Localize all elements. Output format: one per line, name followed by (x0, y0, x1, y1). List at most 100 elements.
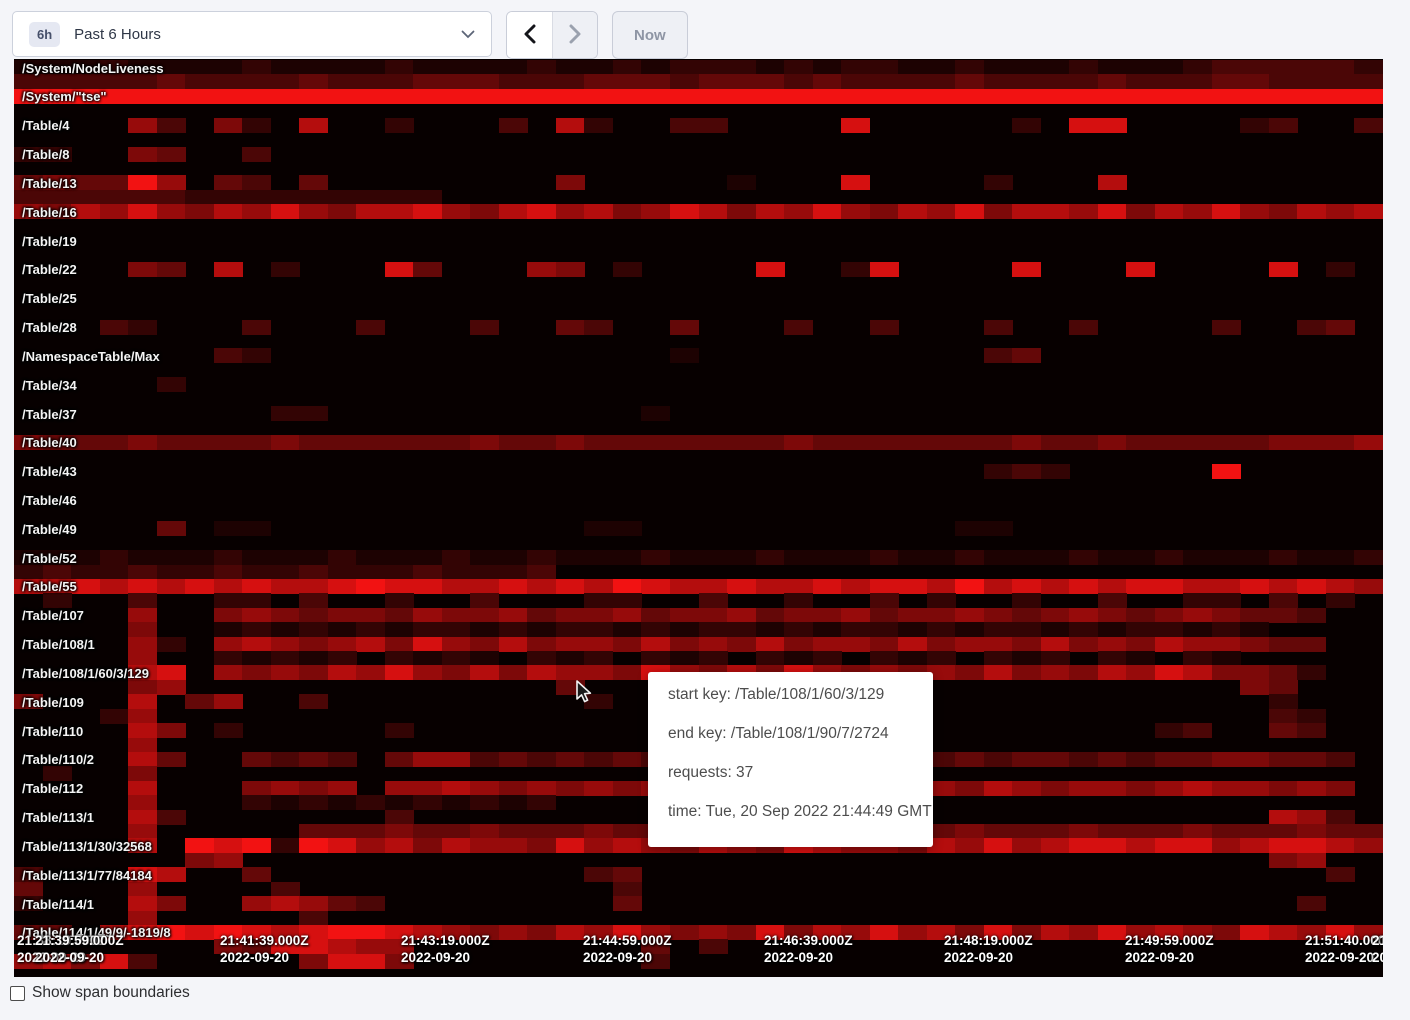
heatmap-cell[interactable] (1126, 665, 1156, 681)
heatmap-cell[interactable] (128, 550, 158, 566)
heatmap-cell[interactable] (527, 751, 557, 767)
heatmap-cell[interactable] (128, 175, 158, 191)
heatmap-cell[interactable] (584, 867, 614, 883)
heatmap-cell[interactable] (299, 88, 329, 104)
heatmap-cell[interactable] (1211, 636, 1241, 652)
heatmap-cell[interactable] (584, 607, 614, 623)
heatmap-cell[interactable] (1183, 60, 1213, 75)
heatmap-cell[interactable] (1040, 463, 1070, 479)
heatmap-cell[interactable] (1268, 679, 1298, 695)
heatmap-cell[interactable] (470, 795, 500, 811)
heatmap-cell[interactable] (1069, 204, 1099, 220)
heatmap-cell[interactable] (784, 651, 813, 666)
heatmap-cell[interactable] (384, 939, 414, 955)
heatmap-cell[interactable] (242, 175, 272, 191)
heatmap-cell[interactable] (841, 550, 871, 566)
heatmap-cell[interactable] (784, 74, 813, 90)
heatmap-cell[interactable] (584, 593, 614, 609)
heatmap-cell[interactable] (755, 261, 785, 277)
heatmap-cell[interactable] (1097, 88, 1127, 104)
heatmap-cell[interactable] (213, 60, 243, 75)
heatmap-cell[interactable] (1297, 838, 1327, 854)
heatmap-cell[interactable] (1126, 204, 1156, 220)
heatmap-cell[interactable] (755, 622, 785, 638)
heatmap-cell[interactable] (1097, 434, 1127, 450)
heatmap-cell[interactable] (612, 88, 642, 104)
heatmap-cell[interactable] (1325, 578, 1355, 594)
heatmap-cell[interactable] (641, 607, 671, 623)
heatmap-cell[interactable] (270, 896, 300, 912)
heatmap-cell[interactable] (1012, 578, 1042, 594)
heatmap-cell[interactable] (1069, 622, 1099, 638)
heatmap-cell[interactable] (1211, 751, 1241, 767)
heatmap-cell[interactable] (527, 636, 557, 652)
heatmap-cell[interactable] (156, 117, 186, 133)
heatmap-cell[interactable] (156, 578, 186, 594)
heatmap-cell[interactable] (470, 319, 500, 335)
heatmap-cell[interactable] (1325, 550, 1355, 566)
heatmap-cell[interactable] (1240, 607, 1270, 623)
heatmap-cell[interactable] (641, 60, 671, 75)
heatmap-cell[interactable] (1126, 88, 1156, 104)
heatmap-cell[interactable] (584, 636, 614, 652)
heatmap-cell[interactable] (1211, 824, 1241, 839)
heatmap-cell[interactable] (698, 607, 728, 623)
heatmap-cell[interactable] (356, 896, 386, 912)
heatmap-cell[interactable] (1126, 636, 1156, 652)
heatmap-cell[interactable] (1183, 578, 1213, 594)
heatmap-cell[interactable] (1297, 665, 1327, 681)
heatmap-cell[interactable] (983, 319, 1013, 335)
heatmap-cell[interactable] (584, 824, 614, 839)
heatmap-cell[interactable] (185, 838, 215, 854)
heatmap-cell[interactable] (441, 665, 471, 681)
heatmap-cell[interactable] (356, 824, 386, 839)
heatmap-cell[interactable] (1154, 204, 1184, 220)
heatmap-cell[interactable] (1268, 204, 1298, 220)
heatmap-cell[interactable] (384, 665, 414, 681)
heatmap-cell[interactable] (156, 924, 186, 940)
heatmap-cell[interactable] (441, 578, 471, 594)
heatmap-cell[interactable] (413, 607, 443, 623)
heatmap-cell[interactable] (1183, 550, 1213, 566)
heatmap-cell[interactable] (242, 204, 272, 220)
heatmap-cell[interactable] (612, 622, 642, 638)
heatmap-cell[interactable] (99, 578, 129, 594)
heatmap-cell[interactable] (1069, 60, 1099, 75)
heatmap-cell[interactable] (470, 607, 500, 623)
heatmap-cell[interactable] (128, 824, 158, 839)
heatmap-cell[interactable] (869, 924, 899, 940)
prev-time-button[interactable] (507, 12, 552, 58)
heatmap-cell[interactable] (327, 795, 357, 811)
heatmap-cell[interactable] (584, 622, 614, 638)
heatmap-cell[interactable] (42, 74, 72, 90)
heatmap-cell[interactable] (670, 319, 699, 335)
heatmap-cell[interactable] (841, 88, 871, 104)
heatmap-cell[interactable] (1040, 924, 1070, 940)
heatmap-cell[interactable] (1069, 88, 1099, 104)
heatmap-cell[interactable] (1183, 924, 1213, 940)
heatmap-cell[interactable] (299, 117, 329, 133)
heatmap-cell[interactable] (755, 204, 785, 220)
heatmap-cell[interactable] (128, 665, 158, 681)
heatmap-cell[interactable] (1069, 665, 1099, 681)
heatmap-cell[interactable] (156, 175, 186, 191)
heatmap-cell[interactable] (356, 74, 386, 90)
heatmap-cell[interactable] (841, 204, 871, 220)
heatmap-cell[interactable] (384, 795, 414, 811)
heatmap-cell[interactable] (841, 636, 871, 652)
heatmap-cell[interactable] (270, 261, 300, 277)
heatmap-cell[interactable] (213, 723, 243, 739)
heatmap-cell[interactable] (1268, 665, 1298, 681)
heatmap-cell[interactable] (584, 651, 614, 666)
heatmap-cell[interactable] (1325, 204, 1355, 220)
heatmap-cell[interactable] (270, 780, 300, 796)
heatmap-cell[interactable] (413, 578, 443, 594)
heatmap-cell[interactable] (812, 74, 842, 90)
heatmap-cell[interactable] (926, 622, 956, 638)
heatmap-cell[interactable] (584, 694, 614, 710)
heatmap-cell[interactable] (42, 204, 72, 220)
heatmap-cell[interactable] (327, 550, 357, 566)
heatmap-cell[interactable] (1012, 60, 1042, 75)
heatmap-cell[interactable] (555, 751, 585, 767)
heatmap-cell[interactable] (727, 175, 756, 191)
